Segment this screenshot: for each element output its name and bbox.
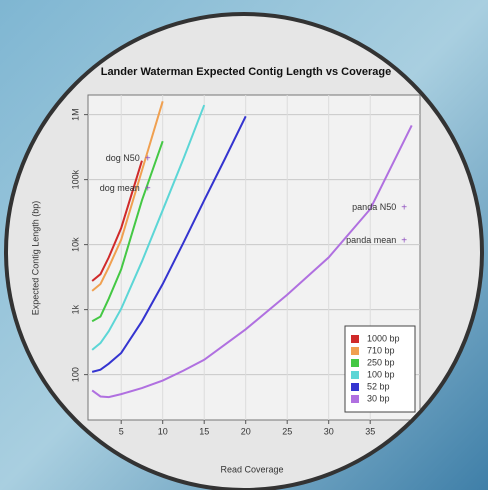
x-tick-label: 15	[199, 426, 209, 436]
y-tick-label: 100k	[70, 169, 80, 189]
legend-swatch	[351, 371, 359, 379]
x-tick-label: 10	[158, 426, 168, 436]
annotation: dog mean	[100, 183, 140, 193]
legend-label: 250 bp	[367, 357, 395, 367]
legend-swatch	[351, 395, 359, 403]
legend-label: 30 bp	[367, 393, 390, 403]
x-tick-label: 25	[282, 426, 292, 436]
x-axis-label: Read Coverage	[220, 464, 283, 474]
annotation: dog N50	[106, 153, 140, 163]
series-line	[91, 140, 164, 323]
annotation-marker: +	[401, 235, 407, 246]
legend-swatch	[351, 335, 359, 343]
legend-swatch	[351, 347, 359, 355]
series-line	[91, 115, 247, 373]
legend-swatch	[351, 383, 359, 391]
x-tick-label: 30	[324, 426, 334, 436]
y-tick-label: 10k	[70, 237, 80, 252]
legend-label: 710 bp	[367, 345, 395, 355]
series-line	[91, 124, 413, 399]
x-tick-label: 35	[365, 426, 375, 436]
series-line	[91, 104, 206, 351]
y-axis-label: Expected Contig Length (bp)	[30, 201, 40, 316]
x-tick-label: 5	[119, 426, 124, 436]
legend-label: 1000 bp	[367, 333, 400, 343]
series-line	[91, 160, 143, 282]
chart-title: Lander Waterman Expected Contig Length v…	[101, 66, 392, 78]
legend-label: 100 bp	[367, 369, 395, 379]
legend-swatch	[351, 359, 359, 367]
y-tick-label: 1k	[70, 304, 80, 314]
legend-label: 52 bp	[367, 381, 390, 391]
annotation-marker: +	[145, 183, 151, 194]
y-tick-label: 1M	[70, 108, 80, 121]
annotation-marker: +	[401, 202, 407, 213]
chart: Lander Waterman Expected Contig Length v…	[30, 66, 421, 474]
x-tick-label: 20	[241, 426, 251, 436]
series-line	[91, 101, 164, 292]
annotation: panda N50	[352, 202, 396, 212]
annotation: panda mean	[346, 235, 396, 245]
y-tick-label: 100	[70, 367, 80, 382]
annotation-marker: +	[145, 153, 151, 164]
